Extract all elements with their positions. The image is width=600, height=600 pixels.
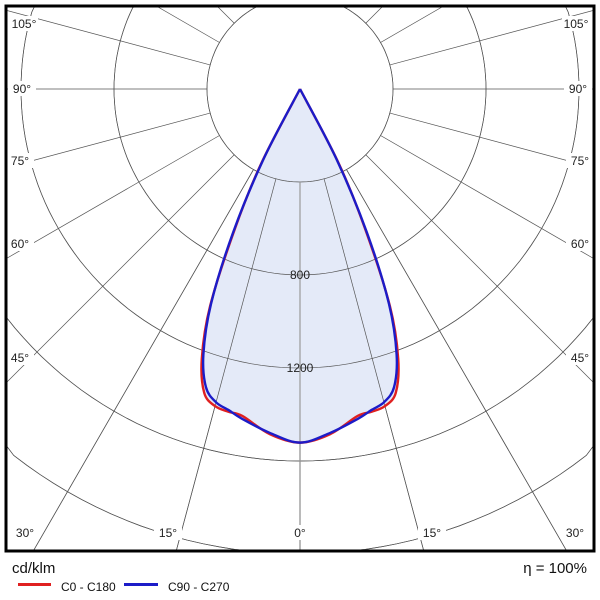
radial-gridline — [365, 6, 384, 24]
angle-label-bg — [562, 16, 590, 31]
angle-label-bg — [566, 153, 594, 168]
legend-label: C90 - C270 — [168, 580, 230, 594]
angle-label: 60° — [571, 237, 589, 251]
angle-label: 30° — [16, 526, 34, 540]
radial-gridline-overlay — [323, 178, 425, 551]
angle-label-bg — [6, 350, 34, 365]
ring-label: 800 — [290, 268, 310, 282]
radial-gridline-overlay — [346, 169, 568, 551]
radial-gridline — [365, 154, 594, 384]
angle-label-bg — [418, 525, 446, 540]
angle-label-bg — [8, 81, 36, 96]
angle-label: 75° — [571, 154, 589, 168]
angle-label: 45° — [11, 351, 29, 365]
radial-gridline — [6, 112, 211, 169]
legend-label: C0 - C180 — [61, 580, 116, 594]
legend-item-c90-c270: C90 - C270 — [124, 580, 229, 594]
radial-gridline-overlay — [175, 178, 277, 551]
angle-label-bg — [564, 81, 592, 96]
legend-item-c0-c180: C0 - C180 — [18, 580, 116, 594]
radial-gridline — [380, 6, 444, 43]
angle-label: 15° — [159, 526, 177, 540]
angle-label: 30° — [566, 526, 584, 540]
angle-label: 105° — [12, 17, 37, 31]
radial-gridline-overlay — [32, 169, 254, 551]
angle-label-bg — [561, 525, 589, 540]
legend-swatch-red — [18, 582, 51, 586]
radial-gridline — [380, 135, 594, 260]
angle-label-bg — [6, 153, 34, 168]
angle-label: 90° — [13, 82, 31, 96]
ring-label: 1200 — [287, 361, 314, 375]
angle-label: 90° — [569, 82, 587, 96]
radial-gridline — [216, 6, 235, 24]
unit-label: cd/klm — [12, 560, 56, 577]
angle-label-bg — [566, 236, 594, 251]
radial-gridline — [389, 112, 594, 169]
angle-label: 15° — [423, 526, 441, 540]
labels: 800 1200 105° 105° 90° 90° 75° 75° 60° 60° 45° 45° 3… — [6, 16, 594, 540]
radial-gridline — [389, 9, 594, 66]
angle-label: 75° — [11, 154, 29, 168]
chart-frame — [4, 4, 596, 553]
radial-gridline — [6, 154, 235, 384]
angle-label-bg — [6, 236, 34, 251]
efficiency-label: η = 100% — [523, 560, 587, 577]
angle-label-bg — [286, 525, 314, 540]
series-curve-1 — [201, 88, 399, 444]
ring-gridline-overlay — [113, 6, 487, 276]
legend-swatch-blue — [124, 582, 158, 586]
radial-gridline — [6, 135, 220, 260]
angle-label: 45° — [571, 351, 589, 365]
angle-label: 60° — [11, 237, 29, 251]
angle-label: 0° — [294, 526, 306, 540]
radial-gridline — [6, 9, 211, 66]
angle-label-bg — [154, 525, 182, 540]
angle-label: 105° — [564, 17, 589, 31]
ring-gridline-overlay — [206, 6, 394, 183]
radial-gridline — [156, 6, 220, 43]
angle-label-bg — [11, 525, 39, 540]
angle-label-bg — [10, 16, 38, 31]
ring-gridline-overlay — [20, 6, 580, 369]
angle-label-bg — [566, 350, 594, 365]
